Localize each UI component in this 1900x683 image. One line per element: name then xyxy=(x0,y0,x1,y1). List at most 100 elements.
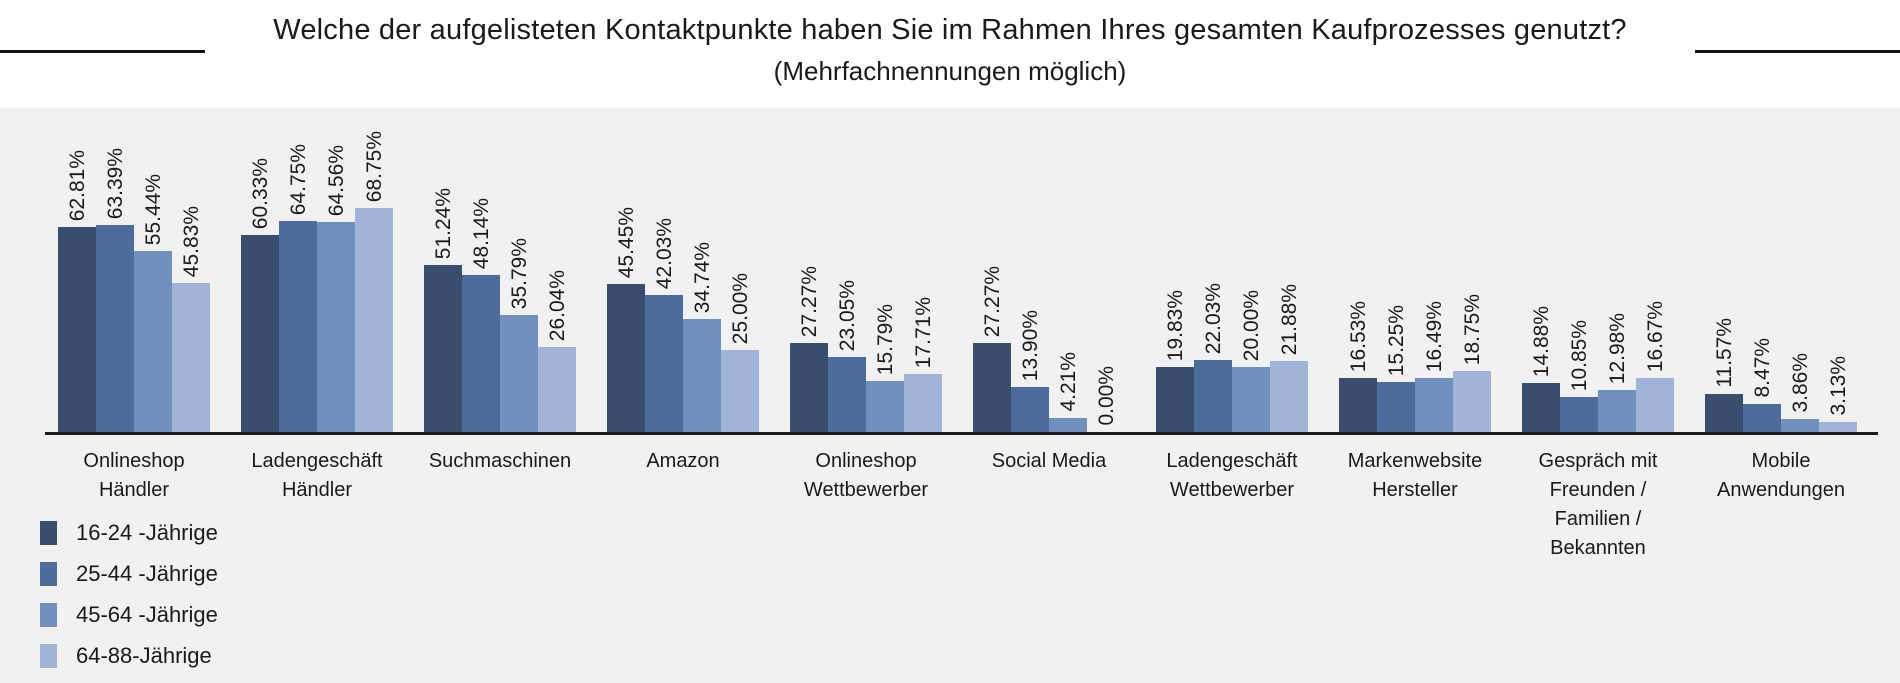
bar-with-label: 55.44% xyxy=(134,174,172,432)
bar-value-label: 20.00% xyxy=(1239,289,1263,361)
title-block: Welche der aufgelisteten Kontaktpunkte h… xyxy=(0,0,1900,108)
bar-with-label: 10.85% xyxy=(1560,320,1598,432)
bar xyxy=(828,357,866,432)
bar-value-label: 42.03% xyxy=(652,217,676,289)
legend-swatch xyxy=(40,562,57,586)
bar xyxy=(96,225,134,432)
bar-with-label: 62.81% xyxy=(58,150,96,432)
bar-with-label: 15.25% xyxy=(1377,305,1415,432)
bar xyxy=(1781,419,1819,432)
x-axis-category-labels: Onlineshop Händler Ladengeschäft Händler S… xyxy=(58,435,1900,563)
legend: 16-24 -Jährige 25-44 -Jährige 45-64 -Jähri… xyxy=(40,520,218,669)
bar-value-label: 19.83% xyxy=(1163,289,1187,361)
bar-with-label: 51.24% xyxy=(424,188,462,432)
bar xyxy=(1705,394,1743,432)
bar xyxy=(355,208,393,432)
bar-with-label: 48.14% xyxy=(462,198,500,432)
bar-value-label: 16.49% xyxy=(1422,300,1446,372)
bar-value-label: 45.83% xyxy=(179,205,203,277)
bar-value-label: 25.00% xyxy=(728,272,752,344)
bar-with-label: 15.79% xyxy=(866,304,904,432)
bar-value-label: 48.14% xyxy=(469,197,493,269)
x-axis-category-label: Amazon xyxy=(646,450,720,472)
bar xyxy=(1743,404,1781,432)
bar-value-label: 17.71% xyxy=(911,296,935,368)
legend-label: 25-44 -Jährige xyxy=(76,561,218,586)
x-axis-category-label: Gespräch mit Freunden / Familien / Bekan… xyxy=(1538,450,1658,559)
bar-value-label: 15.79% xyxy=(873,303,897,375)
plot-area: 62.81% 63.39% 55.44% 45.83% 60.33% 64.75% 64.5… xyxy=(45,108,1878,435)
bar-value-label: 45.45% xyxy=(614,206,638,278)
bar xyxy=(973,343,1011,432)
bar-with-label: 19.83% xyxy=(1156,290,1194,432)
bar-with-label: 11.57% xyxy=(1705,318,1743,432)
bar xyxy=(1232,367,1270,432)
bar-value-label: 15.25% xyxy=(1384,304,1408,376)
x-axis-category-label: Ladengeschäft Wettbewerber xyxy=(1166,450,1298,501)
bar-with-label: 4.21% xyxy=(1049,352,1087,432)
bar xyxy=(424,265,462,432)
bar xyxy=(607,284,645,432)
x-axis-category-label: Ladengeschäft Händler xyxy=(251,450,383,501)
bar-with-label: 26.04% xyxy=(538,270,576,432)
bar-value-label: 64.75% xyxy=(286,143,310,215)
bar xyxy=(1377,382,1415,432)
bar-value-label: 34.74% xyxy=(690,241,714,313)
bar-with-label: 14.88% xyxy=(1522,306,1560,432)
bar-value-label: 12.98% xyxy=(1605,312,1629,384)
bar-with-label: 20.00% xyxy=(1232,290,1270,432)
bar-with-label: 45.45% xyxy=(607,207,645,432)
bar-value-label: 27.27% xyxy=(797,265,821,337)
bar-with-label: 3.13% xyxy=(1819,356,1857,432)
bar-with-label: 64.56% xyxy=(317,145,355,432)
title-rule-right xyxy=(1695,50,1900,53)
bar-value-label: 8.47% xyxy=(1750,338,1774,398)
legend-item: 16-24 -Jährige xyxy=(40,520,218,546)
bar-with-label: 21.88% xyxy=(1270,284,1308,432)
title-rule-left xyxy=(0,50,205,53)
x-axis-category-label: Markenwebsite Hersteller xyxy=(1347,450,1483,501)
bar xyxy=(1415,378,1453,432)
bar-value-label: 18.75% xyxy=(1460,293,1484,365)
bar xyxy=(1522,383,1560,432)
bar-with-label: 63.39% xyxy=(96,148,134,432)
bar xyxy=(279,221,317,432)
bar xyxy=(1049,418,1087,432)
bar-group: 19.83% 22.03% 20.00% 21.88% xyxy=(1156,283,1308,432)
bar-with-label: 60.33% xyxy=(241,158,279,432)
bar xyxy=(1011,387,1049,432)
bar xyxy=(721,350,759,432)
legend-swatch xyxy=(40,644,57,668)
bar-value-label: 64.56% xyxy=(324,144,348,216)
bar xyxy=(58,227,96,432)
bar-value-label: 62.81% xyxy=(65,149,89,221)
bar-with-label: 3.86% xyxy=(1781,353,1819,432)
chart-panel: 62.81% 63.39% 55.44% 45.83% 60.33% 64.75% 64.5… xyxy=(0,108,1900,683)
chart-title: Welche der aufgelisteten Kontaktpunkte h… xyxy=(273,14,1627,46)
bar-group: 27.27% 13.90% 4.21% 0.00% xyxy=(973,266,1125,432)
bar-group: 60.33% 64.75% 64.56% 68.75% xyxy=(241,131,393,432)
bar xyxy=(1339,378,1377,432)
bar-with-label: 16.53% xyxy=(1339,301,1377,432)
bar-group: 14.88% 10.85% 12.98% 16.67% xyxy=(1522,301,1674,432)
bar-group: 45.45% 42.03% 34.74% 25.00% xyxy=(607,207,759,432)
bar-with-label: 45.83% xyxy=(172,206,210,432)
bar-value-label: 16.67% xyxy=(1643,300,1667,372)
x-axis-category-label: Social Media xyxy=(991,450,1107,472)
bar xyxy=(790,343,828,432)
bar-with-label: 23.05% xyxy=(828,280,866,432)
bar-with-label: 64.75% xyxy=(279,144,317,432)
bar-value-label: 0.00% xyxy=(1094,366,1118,426)
legend-item: 25-44 -Jährige xyxy=(40,561,218,587)
bar-with-label: 34.74% xyxy=(683,242,721,432)
bar xyxy=(538,347,576,432)
bar-group: 11.57% 8.47% 3.86% 3.13% xyxy=(1705,318,1857,432)
bar-value-label: 60.33% xyxy=(248,157,272,229)
bar-with-label: 25.00% xyxy=(721,273,759,432)
bar xyxy=(172,283,210,432)
legend-item: 64-88-Jährige xyxy=(40,643,218,669)
bar-with-label: 16.67% xyxy=(1636,301,1674,432)
bar xyxy=(500,315,538,432)
bar xyxy=(462,275,500,432)
bar-value-label: 68.75% xyxy=(362,130,386,202)
